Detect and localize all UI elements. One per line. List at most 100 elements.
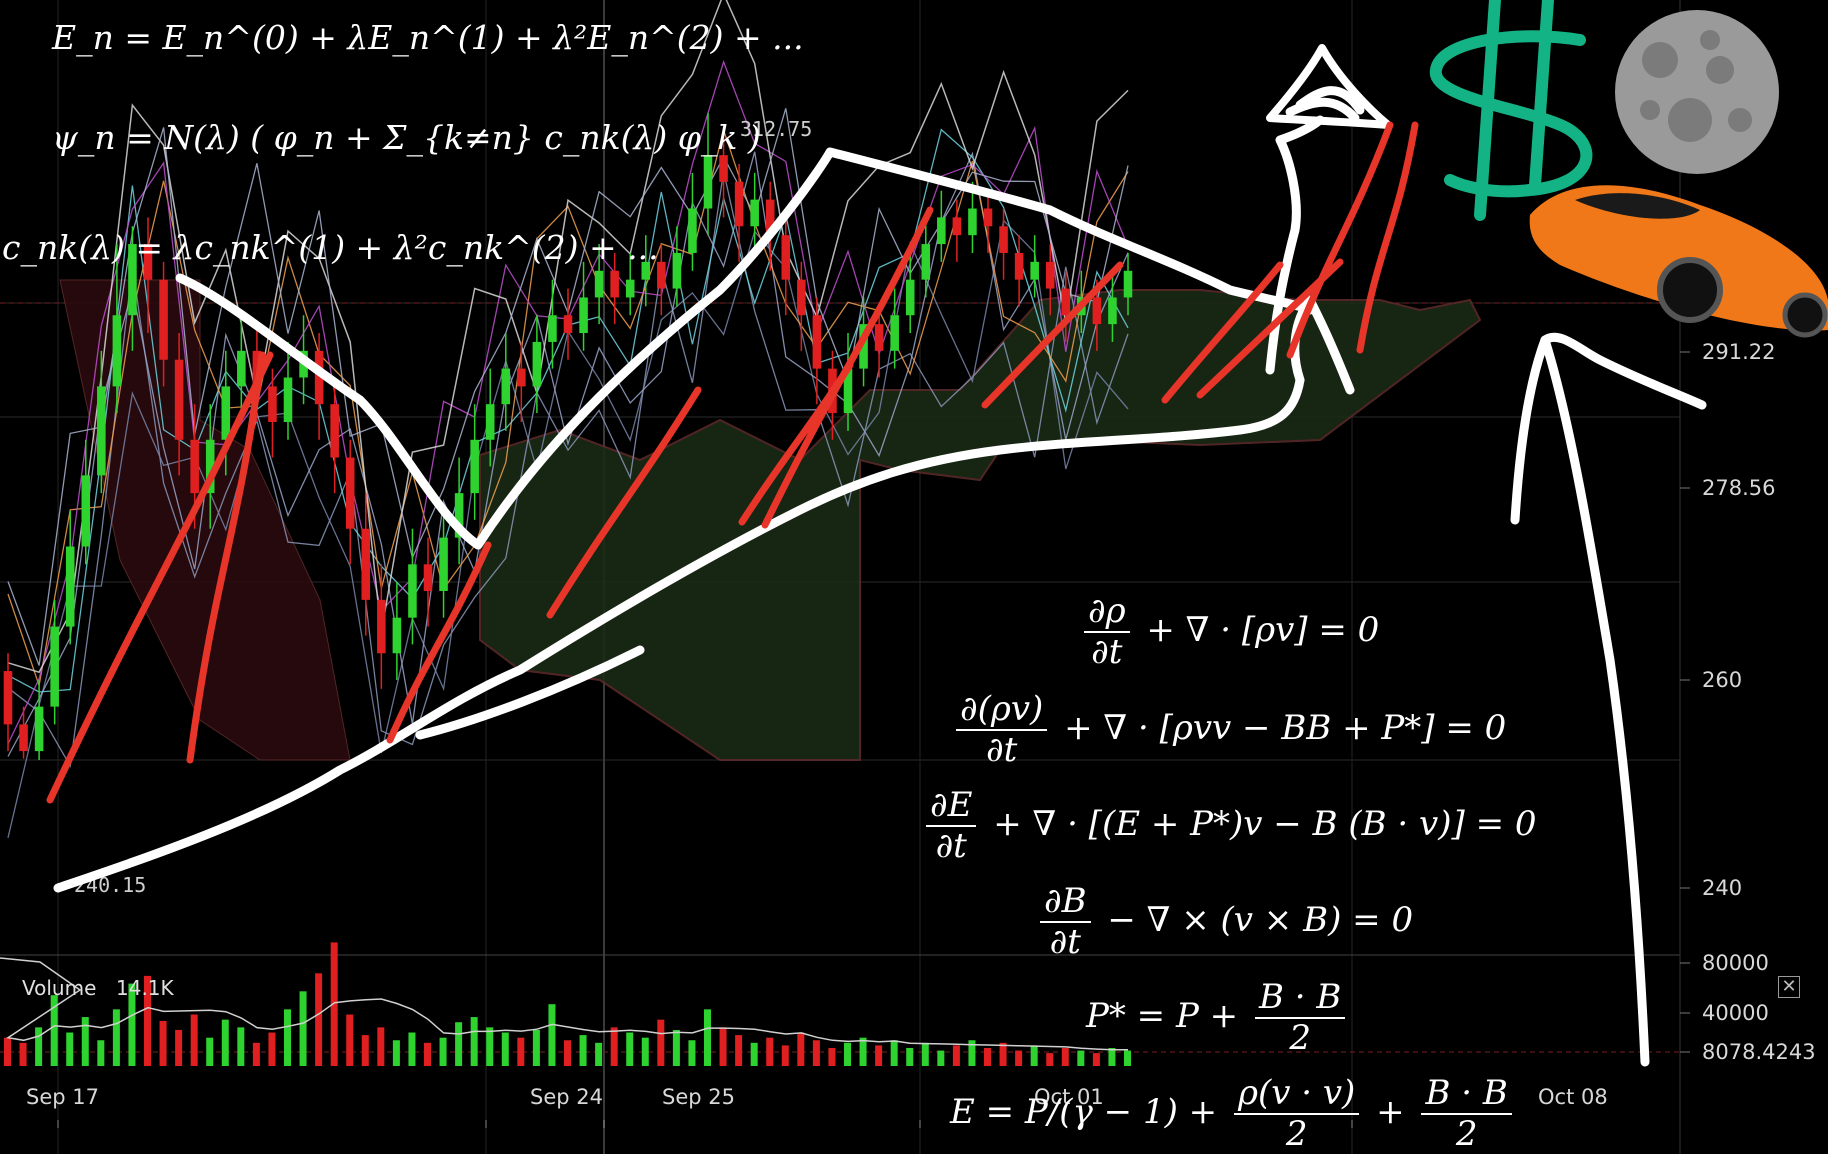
candle — [392, 582, 402, 680]
big-arrow-scribble — [1285, 86, 1365, 123]
volume-value: 14.1K — [116, 976, 175, 1000]
fraction-denominator: ∂t — [986, 730, 1018, 771]
volume-bar — [859, 1037, 867, 1066]
candle-body — [485, 404, 495, 440]
volume-label: Volume — [22, 976, 96, 1000]
candle — [703, 112, 713, 236]
volume-bar — [797, 1032, 805, 1066]
volume-bar — [252, 1042, 260, 1066]
indicator-line — [7, 171, 1129, 768]
dollar-sign-bar — [1529, 0, 1554, 191]
volume-bar — [937, 1050, 945, 1066]
candle-body — [921, 244, 931, 280]
cloud-green-zone — [479, 289, 1482, 761]
red-trend-stroke — [1356, 121, 1419, 354]
fraction: B · B 2 — [1421, 1073, 1512, 1154]
candle-body — [750, 199, 759, 227]
candle-body — [999, 226, 1008, 253]
candle — [890, 288, 899, 369]
ichimoku-cloud — [59, 279, 1482, 761]
fraction: ∂(ρv) ∂t — [956, 689, 1048, 771]
fraction-numerator: ∂ρ — [1084, 591, 1130, 634]
candle-body — [1123, 270, 1133, 298]
fraction-denominator: ∂t — [1049, 922, 1081, 963]
equation-rest: − ∇ × (v × B) = 0 — [1107, 900, 1414, 941]
volume-bar — [346, 1014, 354, 1066]
candle — [610, 252, 619, 325]
dollar-sign-bar — [1474, 0, 1501, 221]
y-tick-label: 260 — [1702, 668, 1742, 692]
volume-bar — [1124, 1050, 1131, 1066]
candle-body — [703, 155, 713, 209]
candle — [268, 368, 277, 458]
fraction-denominator: 2 — [1455, 1114, 1478, 1154]
equation-total-pressure: P* = P + B · B 2 — [1086, 977, 1351, 1059]
volume-bar — [564, 1040, 571, 1066]
volume-bar — [486, 1027, 494, 1066]
fraction-numerator: B · B — [1421, 1073, 1512, 1116]
candle-body — [1092, 297, 1102, 325]
volume-bar — [4, 1037, 11, 1066]
fraction-denominator: 2 — [1289, 1018, 1311, 1059]
moon-crater — [1706, 56, 1734, 84]
fraction-numerator: ∂(ρv) — [956, 689, 1048, 732]
volume-bar — [19, 1042, 27, 1066]
candle — [423, 537, 433, 627]
candle — [1030, 235, 1039, 298]
candle — [159, 261, 168, 387]
volume-bar — [844, 1042, 851, 1066]
candle-body — [361, 528, 371, 600]
candle-body — [143, 244, 153, 280]
hand-drawn-annotations — [46, 30, 1707, 1067]
fraction-denominator: ∂t — [1091, 632, 1123, 673]
candle-body — [377, 599, 386, 654]
x-tick-label: Sep 25 — [662, 1085, 735, 1109]
candle — [439, 510, 448, 618]
volume-bar — [361, 1035, 369, 1066]
equation-total-energy: E = P/(γ − 1) + ρ(v · v) 2 + B · B 2 — [950, 1073, 1518, 1154]
car-wheel — [1657, 257, 1723, 323]
candle — [579, 261, 588, 351]
equation-momentum: ∂(ρv) ∂t + ∇ · [ρvv − BB + P*] = 0 — [950, 689, 1506, 771]
fraction: ρ(v · v) 2 — [1233, 1073, 1360, 1154]
car-windshield — [1575, 193, 1700, 219]
candle-body — [268, 386, 277, 422]
volume-bar — [470, 1017, 478, 1066]
close-icon[interactable]: ✕ — [1778, 976, 1800, 998]
car-wheel — [1782, 292, 1828, 338]
fraction-numerator: ρ(v · v) — [1233, 1073, 1360, 1116]
moon-crater — [1640, 100, 1660, 120]
axes: 291.22 278.56 260 240 80000 40000 8078.4243 Sep… — [22, 117, 1816, 1128]
candle-body — [50, 626, 59, 707]
candle-body — [672, 252, 682, 289]
volume-bar — [81, 1017, 89, 1066]
candle — [143, 217, 153, 334]
candle-body — [454, 493, 464, 538]
volume-bar — [672, 1029, 680, 1066]
candle — [843, 333, 853, 431]
candle — [501, 333, 511, 431]
candle — [1014, 235, 1024, 307]
volume-bar — [206, 1037, 214, 1066]
volume-bar — [704, 1009, 711, 1066]
candle — [1061, 270, 1071, 342]
candle-body — [19, 724, 28, 752]
moon-crater — [1700, 30, 1720, 50]
candle-body — [392, 617, 402, 654]
candle-body — [797, 279, 806, 316]
candle — [470, 404, 479, 520]
candle-body — [532, 341, 542, 387]
candle-body — [237, 350, 246, 387]
volume-bar — [735, 1035, 743, 1066]
fraction: B · B 2 — [1254, 977, 1346, 1059]
candle-body — [719, 155, 728, 182]
moon-crater — [1728, 108, 1752, 132]
candle — [314, 333, 324, 440]
candle — [3, 653, 13, 752]
equation-energy-expansion: E_n = E_n^(0) + λE_n^(1) + λ²E_n^(2) + .… — [52, 18, 804, 57]
volume-bar — [66, 1032, 74, 1066]
candle-body — [781, 235, 791, 280]
equation-text: c_nk(λ) = λc_nk^(1) + λ²c_nk^(2) + ... — [2, 228, 659, 267]
sports-car-icon — [1529, 185, 1828, 338]
candle-body — [859, 324, 868, 369]
